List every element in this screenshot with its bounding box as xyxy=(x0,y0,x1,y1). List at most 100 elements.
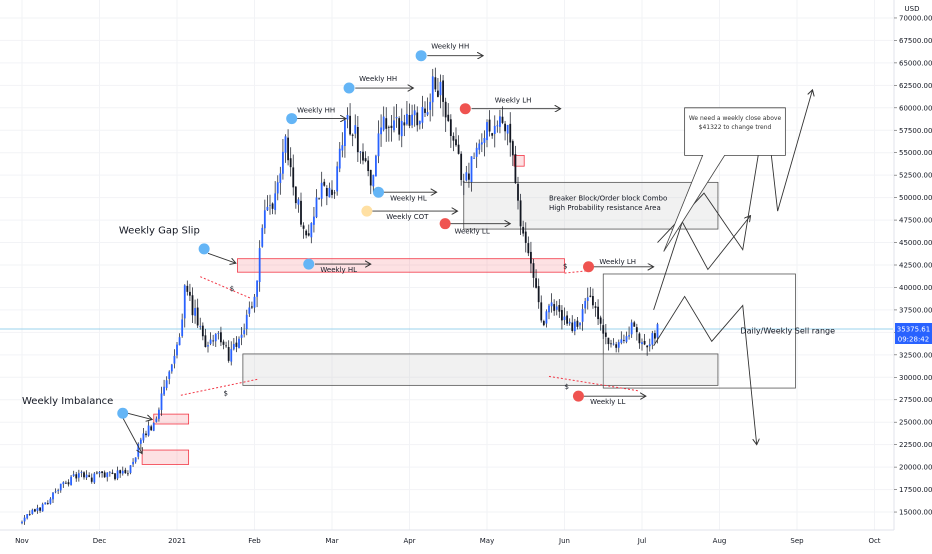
candle-body xyxy=(635,327,638,333)
weekly-lh-dot-may xyxy=(459,103,471,115)
weekly-hh-dot-mar xyxy=(343,82,355,94)
candle-body xyxy=(589,295,592,297)
candle-body xyxy=(232,344,235,350)
candle-body xyxy=(369,169,372,186)
trend-note-line: We need a weekly close above xyxy=(689,115,782,122)
candle-body xyxy=(178,337,181,346)
candle-body xyxy=(491,133,494,136)
candle-body xyxy=(294,186,297,204)
y-tick-label: 42500.00 xyxy=(899,262,932,270)
candle-body xyxy=(289,158,292,168)
candle-body xyxy=(514,154,517,184)
candle-body xyxy=(31,509,34,514)
candle-body xyxy=(158,409,160,419)
x-tick-label: Apr xyxy=(403,537,415,545)
candle-body xyxy=(349,115,351,135)
last-price-label: 35375.61 xyxy=(897,325,930,333)
candle-body xyxy=(555,306,558,310)
candle-body xyxy=(628,335,630,337)
candle-body xyxy=(70,476,72,486)
candle-body xyxy=(408,115,411,126)
candle-body xyxy=(297,199,300,205)
candle-body xyxy=(266,206,269,211)
candle-body xyxy=(568,321,571,324)
projection-low xyxy=(653,295,757,444)
candle-body xyxy=(457,144,460,154)
candle-body xyxy=(49,498,52,504)
candle-body xyxy=(34,509,36,512)
candle-body xyxy=(442,80,444,102)
candle-body xyxy=(168,371,171,379)
candle-body xyxy=(346,114,349,120)
candle-body xyxy=(411,114,413,126)
candle-body xyxy=(576,320,579,327)
candle-body xyxy=(160,393,163,410)
breaker-label-2: High Probability resistance Area xyxy=(549,204,661,212)
candle-body xyxy=(403,122,406,126)
candle-body xyxy=(119,470,122,474)
candle-body xyxy=(21,521,23,524)
weekly-gap-slip-dot xyxy=(198,243,210,255)
candle-body xyxy=(227,347,230,361)
candle-body xyxy=(542,321,545,326)
x-tick-label: Mar xyxy=(325,537,338,545)
candle-body xyxy=(204,335,207,348)
candle-body xyxy=(150,426,153,431)
candle-body xyxy=(186,285,189,292)
dollar-1: $ xyxy=(230,285,234,293)
candle-body xyxy=(592,296,594,306)
candle-body xyxy=(54,491,57,493)
candle-body xyxy=(279,173,282,184)
candle-body xyxy=(561,310,563,321)
candle-body xyxy=(449,119,452,137)
candle-body xyxy=(651,333,654,345)
candle-body xyxy=(646,345,649,348)
candle-body xyxy=(455,139,457,146)
x-tick-label: Jun xyxy=(558,537,570,545)
candle-body xyxy=(222,341,225,345)
x-tick-label: Nov xyxy=(15,537,29,545)
y-tick-label: 25000.00 xyxy=(899,419,932,427)
candle-body xyxy=(52,492,54,500)
candle-body xyxy=(305,230,308,236)
candle-body xyxy=(382,116,385,130)
candle-body xyxy=(240,334,243,338)
candle-body xyxy=(300,200,302,225)
candle-body xyxy=(106,472,109,478)
weekly-hl-dot-feb xyxy=(303,258,315,270)
candle-body xyxy=(426,112,429,115)
candle-body xyxy=(235,342,238,347)
candle-body xyxy=(338,148,341,169)
weekly-hh-dot-feb xyxy=(286,113,298,125)
arrow-gap-slip xyxy=(207,252,236,263)
candle-body xyxy=(573,321,576,332)
candle-body xyxy=(263,210,266,229)
candle-body xyxy=(261,227,264,247)
candle-body xyxy=(245,314,248,329)
candle-body xyxy=(638,333,641,344)
weekly-hl-dot xyxy=(373,186,384,198)
candle-body xyxy=(511,141,514,156)
candle-body xyxy=(258,248,261,282)
candle-body xyxy=(375,155,377,177)
candle-body xyxy=(535,278,537,288)
y-tick-label: 47500.00 xyxy=(899,217,932,225)
arrow-imbalance-2 xyxy=(122,417,142,454)
candle-body xyxy=(248,307,251,314)
y-tick-label: 62500.00 xyxy=(899,82,932,90)
candle-body xyxy=(292,167,295,188)
candle-body xyxy=(633,322,636,327)
candle-body xyxy=(354,125,357,134)
y-tick-label: 52500.00 xyxy=(899,172,932,180)
y-tick-label: 55000.00 xyxy=(899,149,932,157)
y-tick-label: 57500.00 xyxy=(899,127,932,135)
countdown-tag xyxy=(895,333,932,344)
candle-body xyxy=(488,119,491,132)
candle-body xyxy=(256,280,258,297)
candle-body xyxy=(602,325,605,334)
x-tick-label: Sep xyxy=(790,537,804,545)
candle-body xyxy=(201,325,204,337)
candle-body xyxy=(59,483,62,491)
weekly-imbalance-dot xyxy=(117,407,129,419)
